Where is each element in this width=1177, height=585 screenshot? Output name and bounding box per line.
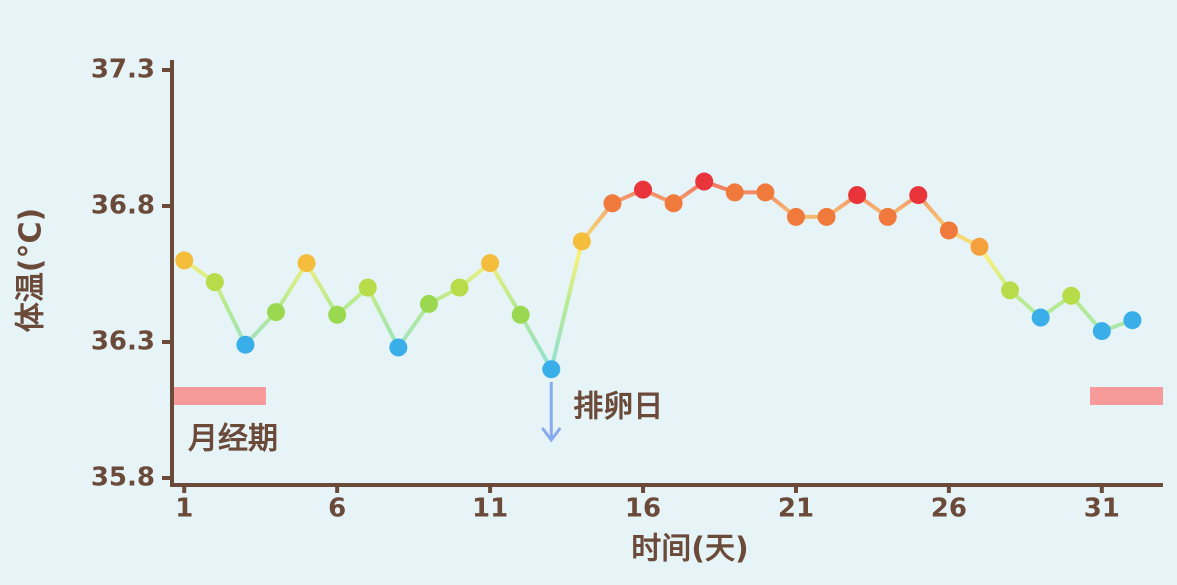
point (817, 207, 836, 226)
point (1031, 308, 1050, 327)
point (419, 294, 438, 313)
line (183, 179, 1134, 372)
y-tick-label: 35.8 (91, 463, 155, 493)
point (1001, 281, 1020, 300)
point (939, 221, 958, 240)
point (725, 183, 744, 202)
point (175, 251, 194, 270)
point (970, 237, 989, 256)
x-tick-label: 1 (175, 494, 193, 524)
point (542, 360, 561, 379)
y-tick-label: 37.3 (91, 55, 155, 85)
point (664, 194, 683, 213)
y-axis-title: 体温(°C) (14, 208, 49, 332)
y-tick-label: 36.3 (91, 327, 155, 357)
x-tick-label: 26 (931, 494, 967, 524)
point (1092, 322, 1111, 341)
ovulation-label: 排卵日 (573, 390, 663, 425)
point (1123, 311, 1142, 330)
period-label: 月经期 (188, 422, 278, 457)
point (878, 207, 897, 226)
ovulation-arrow (541, 382, 562, 443)
point (389, 338, 408, 357)
x-axis-title: 时间(天) (631, 532, 748, 567)
point (450, 278, 469, 297)
x-tick-label: 11 (472, 494, 508, 524)
point (511, 305, 530, 324)
point (756, 183, 775, 202)
point (634, 180, 653, 199)
point (909, 186, 928, 205)
point (848, 186, 867, 205)
point (603, 194, 622, 213)
point (358, 278, 377, 297)
point (786, 207, 805, 226)
point (572, 232, 591, 251)
point (1062, 286, 1081, 305)
x-tick-label: 6 (328, 494, 346, 524)
x-tick-label: 16 (625, 494, 661, 524)
point (481, 254, 500, 273)
point (266, 303, 285, 322)
point (328, 305, 347, 324)
x-tick-label: 21 (778, 494, 814, 524)
point (297, 254, 316, 273)
point (205, 273, 224, 292)
y-tick-label: 36.8 (91, 191, 155, 221)
period-bar (172, 387, 266, 405)
period-bar (1090, 387, 1163, 405)
x-tick-label: 31 (1084, 494, 1120, 524)
point (695, 172, 714, 191)
point (236, 335, 255, 354)
